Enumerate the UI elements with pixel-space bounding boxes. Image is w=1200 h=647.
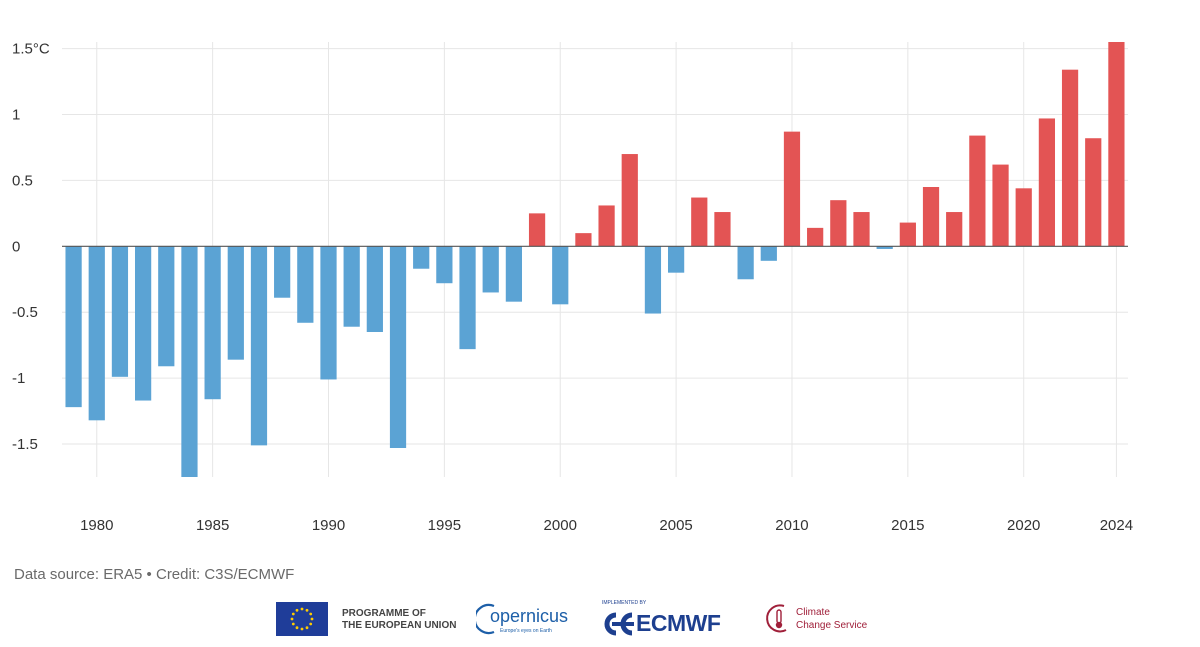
- bar-2006: [691, 197, 708, 247]
- bar-2007: [714, 212, 731, 247]
- bar-2010: [783, 131, 801, 247]
- bar-1995: [436, 246, 453, 284]
- eu-line-2: THE EUROPEAN UNION: [342, 620, 457, 631]
- eu-flag-icon: [276, 602, 328, 636]
- ecmwf-symbol-icon: [604, 612, 634, 636]
- bar-1990: [320, 246, 337, 380]
- bar-2018: [969, 135, 986, 247]
- x-tick-label: 1990: [312, 517, 345, 534]
- y-tick-label: -0.5: [12, 304, 38, 321]
- copernicus-tagline: Europe's eyes on Earth: [500, 628, 552, 634]
- bar-1991: [343, 246, 360, 327]
- bar-chart: 1.5°C 1 0.5 0 -0.5 -1 -1.5 1980 1985 1990 1995 200…: [12, 41, 1133, 534]
- gridlines: [62, 42, 1128, 477]
- x-tick-label: 2010: [775, 517, 808, 534]
- bar-1982: [134, 246, 152, 401]
- y-tick-label: 1.5°C: [12, 41, 50, 58]
- y-tick-label: 1: [12, 107, 20, 124]
- bar-2003: [621, 154, 638, 247]
- bar-2005: [667, 246, 685, 273]
- bar-1984: [181, 246, 198, 477]
- y-tick-label: 0: [12, 238, 20, 255]
- x-tick-label: 2005: [659, 517, 692, 534]
- bar-2015: [899, 222, 916, 247]
- bar-2008: [737, 246, 754, 280]
- bar-1988: [274, 246, 291, 298]
- x-tick-label: 2000: [544, 517, 577, 534]
- bar-2021: [1038, 118, 1056, 247]
- bar-1992: [366, 246, 383, 332]
- bar-2020: [1015, 188, 1032, 247]
- y-tick-labels: 1.5°C 1 0.5 0 -0.5 -1 -1.5: [12, 41, 50, 453]
- c3s-logo: Climate Change Service: [764, 602, 896, 638]
- bar-2017: [946, 212, 963, 247]
- logo-strip: PROGRAMME OF THE EUROPEAN UNION opernicu…: [276, 598, 896, 640]
- x-tick-label: 2024: [1100, 517, 1133, 534]
- bar-2013: [853, 212, 870, 247]
- c3s-line-1: Climate: [796, 607, 830, 618]
- data-source-credit: Data source: ERA5 • Credit: C3S/ECMWF: [14, 566, 295, 583]
- c3s-line-2: Change Service: [796, 620, 868, 631]
- y-tick-label: -1: [12, 370, 25, 387]
- bar-1998: [505, 246, 523, 302]
- ecmwf-logo: IMPLEMENTED BY ECMWF: [602, 598, 742, 640]
- bar-1980: [88, 246, 105, 421]
- x-tick-labels: 1980 1985 1990 1995 2000 2005 2010 2015 2020 2024: [80, 517, 1133, 534]
- eu-programme-text: PROGRAMME OF THE EUROPEAN UNION: [342, 608, 456, 632]
- x-tick-label: 1980: [80, 517, 113, 534]
- y-tick-label: -1.5: [12, 436, 38, 453]
- bar-2022: [1061, 69, 1079, 247]
- x-tick-label: 2020: [1007, 517, 1040, 534]
- eu-line-1: PROGRAMME OF: [342, 608, 426, 619]
- bar-2011: [807, 227, 824, 247]
- x-tick-label: 1995: [428, 517, 461, 534]
- bar-2004: [644, 246, 662, 314]
- bar-1996: [459, 246, 476, 350]
- bar-2002: [598, 205, 615, 247]
- bar-1983: [158, 246, 175, 367]
- x-tick-label: 1985: [196, 517, 229, 534]
- bar-1986: [227, 246, 244, 360]
- ecmwf-implemented-by: IMPLEMENTED BY: [602, 600, 647, 606]
- bar-1997: [482, 246, 499, 293]
- copernicus-wordmark: opernicus: [490, 606, 569, 626]
- c3s-text: Climate Change Service: [796, 606, 867, 632]
- bar-2016: [922, 187, 940, 247]
- bar-2023: [1085, 138, 1102, 247]
- ecmwf-wordmark: ECMWF: [636, 610, 721, 636]
- bar-1987: [250, 246, 268, 446]
- bar-2001: [575, 233, 592, 247]
- y-tick-label: 0.5: [12, 172, 33, 189]
- bar-1985: [204, 246, 221, 400]
- bar-1994: [413, 246, 430, 269]
- bar-1993: [389, 246, 407, 448]
- copernicus-logo: opernicus Europe's eyes on Earth: [476, 600, 576, 638]
- bar-1979: [65, 246, 82, 408]
- bar-2000: [552, 246, 569, 305]
- bar-2009: [760, 246, 777, 261]
- bars: [65, 42, 1125, 477]
- bar-1981: [111, 246, 129, 377]
- bar-2014: [876, 246, 893, 249]
- bar-1999: [528, 213, 546, 247]
- bar-1989: [297, 246, 314, 323]
- x-tick-label: 2015: [891, 517, 924, 534]
- bar-2019: [992, 164, 1009, 247]
- bar-2012: [830, 200, 847, 247]
- thermometer-icon: [766, 604, 787, 633]
- bar-2024: [1108, 42, 1125, 247]
